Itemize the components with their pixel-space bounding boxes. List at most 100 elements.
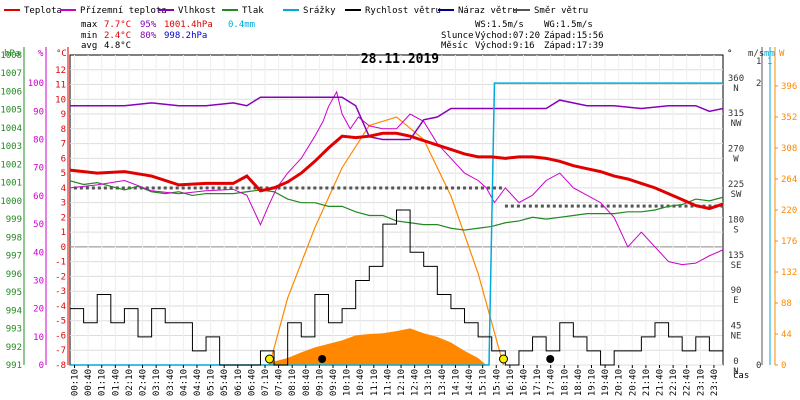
wind-direction-dot: [445, 186, 449, 190]
stats-max-rain: 0.4mm: [228, 20, 255, 30]
wind-direction-dot: [187, 186, 191, 190]
wind-direction-dot: [439, 186, 443, 190]
wind-direction-dot: [570, 204, 574, 208]
solar-tick-label: 352: [781, 113, 797, 123]
wind-direction-dot: [492, 186, 496, 190]
solar-radiation-area: [265, 328, 487, 365]
wind-direction-dot: [648, 204, 652, 208]
moonset-readout: Západ:17:39: [544, 41, 604, 51]
time-tick-label: 23:10: [696, 369, 706, 396]
wind-direction-dot: [205, 186, 209, 190]
wind-direction-dot: [486, 186, 490, 190]
stats-min-temp: 2.4°C: [104, 31, 131, 41]
wind-direction-dot: [247, 186, 251, 190]
hpa-tick-label: 992: [6, 343, 22, 353]
axes-layer: hPa% °C9919929939949959969979989991000100…: [0, 47, 797, 396]
wind-direction-dot: [594, 204, 598, 208]
wind-direction-dot: [600, 204, 604, 208]
celsius-tick-label: -6: [55, 331, 66, 341]
wind-direction-dot: [367, 186, 371, 190]
wind-direction-dot: [582, 204, 586, 208]
wind-direction-dot: [385, 186, 389, 190]
direction-tick-label: 315: [728, 109, 744, 119]
wind-direction-dot: [516, 204, 520, 208]
wind-direction-dot: [576, 204, 580, 208]
time-tick-label: 21:40: [656, 369, 666, 396]
hpa-tick-label: 995: [6, 288, 22, 298]
time-axis-label: čas: [733, 370, 749, 381]
wind-direction-dot: [546, 204, 550, 208]
hpa-tick-label: 1001: [0, 179, 22, 189]
wind-direction-dot: [510, 204, 514, 208]
wind-direction-dot: [552, 204, 556, 208]
wind-direction-dot: [319, 186, 323, 190]
celsius-tick-label: 4: [61, 184, 66, 194]
wind-direction-dot: [678, 204, 682, 208]
celsius-tick-label: -2: [55, 272, 66, 282]
hpa-tick-label: 996: [6, 270, 22, 280]
hpa-tick-label: 1008: [0, 51, 22, 61]
wind-direction-dot: [397, 186, 401, 190]
celsius-tick-label: 9: [61, 110, 66, 120]
time-tick-label: 14:40: [465, 369, 475, 396]
moon-label: Měsíc: [441, 41, 468, 51]
wind-direction-dot: [498, 186, 502, 190]
hpa-tick-label: 1006: [0, 87, 22, 97]
celsius-tick-label: 0: [61, 243, 66, 253]
time-tick-label: 17:40: [547, 369, 557, 396]
wind-direction-dot: [349, 186, 353, 190]
time-tick-label: 07:40: [275, 369, 285, 396]
wind-direction-dot: [373, 186, 377, 190]
compass-tick-label: E: [733, 296, 738, 306]
compass-tick-label: N: [733, 84, 738, 94]
wind-tick-label: 2: [756, 79, 761, 89]
stats-max-temp: 7.7°C: [104, 20, 131, 30]
time-tick-label: 07:10: [261, 369, 271, 396]
hpa-tick-label: 991: [6, 361, 22, 371]
wind-direction-dot: [157, 186, 161, 190]
stats-max-press: 1001.4hPa: [164, 20, 213, 30]
wind-direction-dot: [343, 186, 347, 190]
celsius-tick-label: 2: [61, 213, 66, 223]
wind-direction-dot: [109, 186, 113, 190]
solar-tick-label: 396: [781, 82, 797, 92]
hpa-tick-label: 1002: [0, 160, 22, 170]
wind-direction-dot: [451, 186, 455, 190]
wind-direction-dot: [379, 186, 383, 190]
moonrise-marker: [318, 355, 327, 363]
wind-direction-dot: [642, 204, 646, 208]
stats-max-label: max: [81, 20, 98, 30]
wind-direction-dot: [151, 186, 155, 190]
sunrise-marker: [265, 354, 275, 364]
wind-direction-dot: [433, 186, 437, 190]
time-tick-label: 22:40: [683, 369, 693, 396]
time-tick-label: 19:40: [601, 369, 611, 396]
stats-min-hum: 80%: [140, 31, 157, 41]
percent-tick-label: 60: [33, 192, 44, 202]
direction-axis-unit: °: [727, 49, 732, 59]
time-tick-label: 10:40: [356, 369, 366, 396]
ground-temperature-line: [69, 90, 724, 266]
celsius-tick-label: -8: [55, 361, 66, 371]
celsius-tick-label: -5: [55, 317, 66, 327]
humidity-line: [70, 96, 724, 141]
wind-direction-dot: [684, 204, 688, 208]
percent-tick-label: 80: [33, 136, 44, 146]
compass-tick-label: NW: [731, 119, 742, 129]
time-tick-label: 16:40: [519, 369, 529, 396]
compass-tick-label: SE: [731, 261, 742, 271]
wind-direction-dot: [127, 186, 131, 190]
wind-direction-dot: [181, 186, 185, 190]
hpa-tick-label: 1005: [0, 106, 22, 116]
stats-min-label: min: [81, 31, 97, 41]
celsius-tick-label: 10: [55, 95, 66, 105]
rain-axis-unit: mm: [764, 49, 775, 59]
percent-axis-unit: %: [38, 49, 44, 59]
wind-direction-dot: [241, 186, 245, 190]
wind-direction-dot: [253, 186, 257, 190]
solar-tick-label: 308: [781, 144, 797, 154]
time-tick-label: 08:40: [302, 369, 312, 396]
direction-tick-label: 180: [728, 215, 744, 225]
wind-direction-dot: [660, 204, 664, 208]
